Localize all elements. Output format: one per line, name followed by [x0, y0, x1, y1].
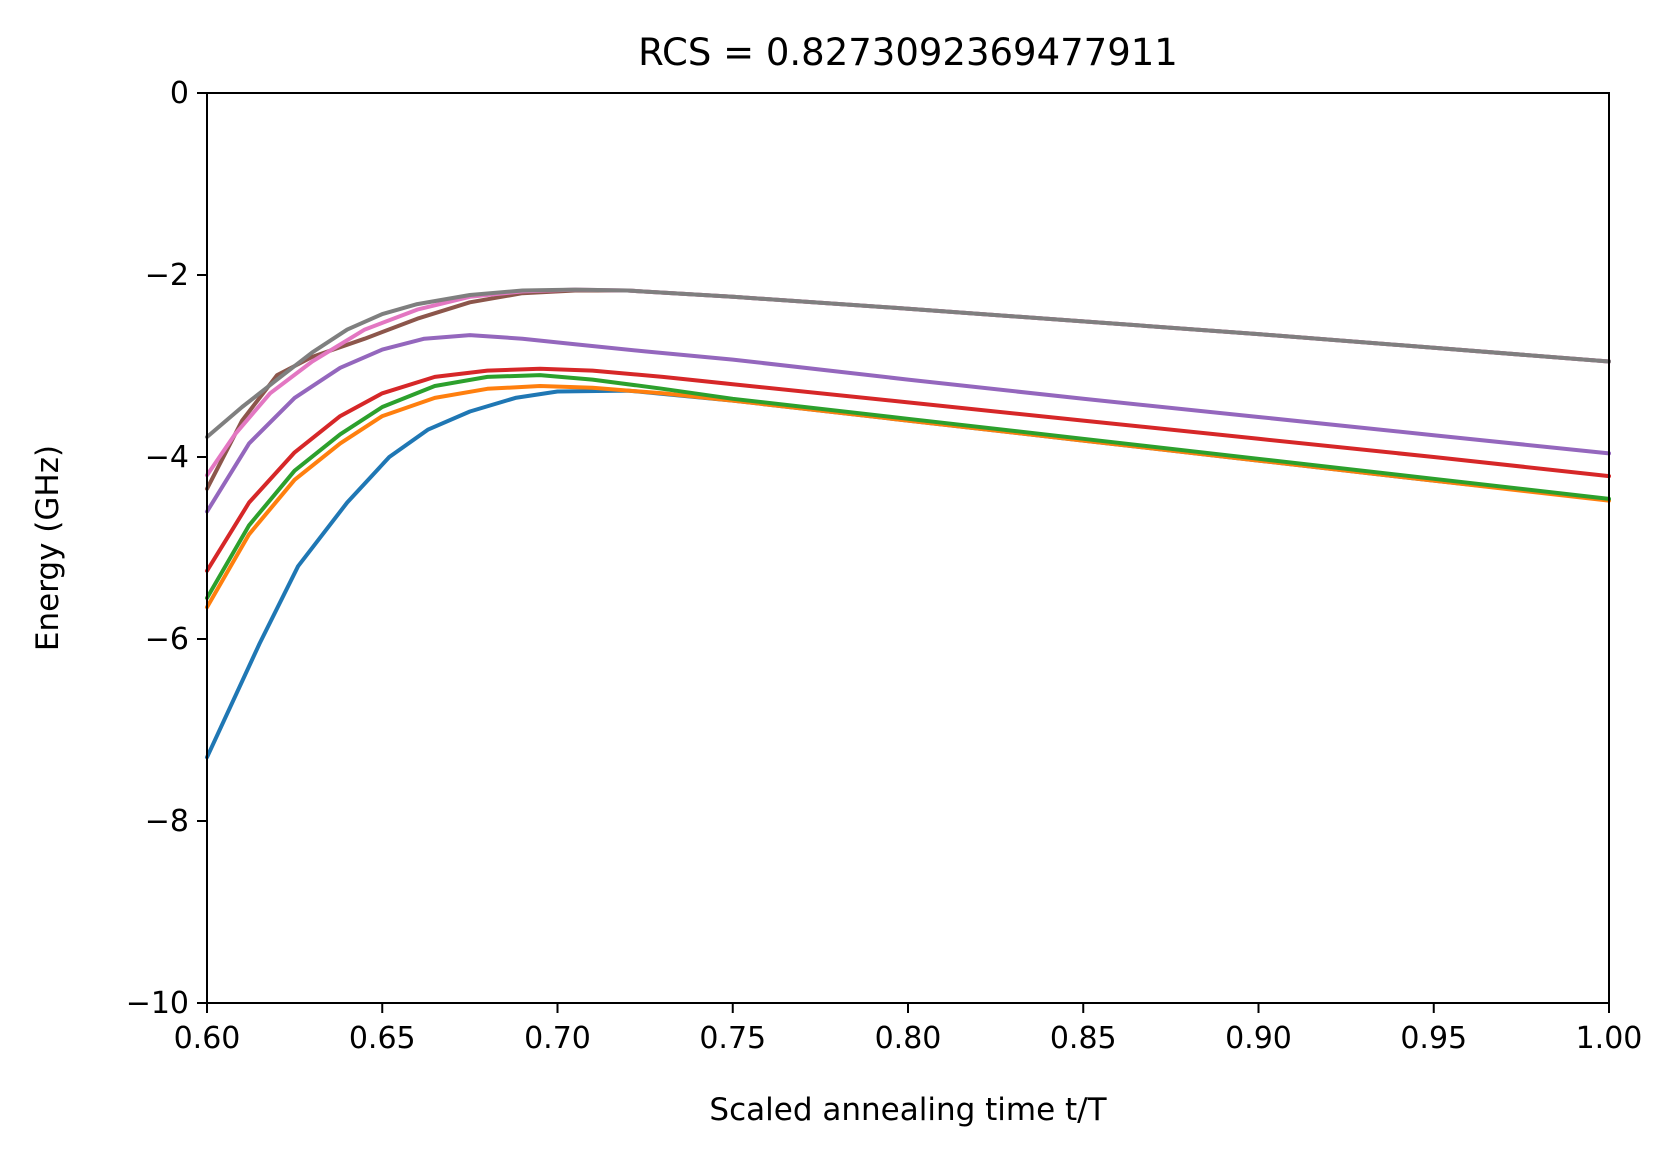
x-tick-label: 0.70: [524, 1021, 591, 1056]
y-tick-label: −10: [126, 986, 189, 1021]
plot-frame: [206, 92, 1610, 1004]
x-tick-label: 0.90: [1225, 1021, 1292, 1056]
series-line-6: [205, 288, 1611, 491]
x-tick-label: 1.00: [1576, 1021, 1643, 1056]
chart-title: RCS = 0.8273092369477911: [638, 31, 1178, 74]
y-tick-label: −8: [145, 804, 189, 839]
y-tick-label: −6: [145, 622, 189, 657]
y-tick-label: −4: [145, 440, 189, 475]
x-tick-label: 0.95: [1400, 1021, 1467, 1056]
series-line-5: [205, 333, 1611, 514]
x-tick-label: 0.60: [174, 1021, 241, 1056]
x-axis-label: Scaled annealing time t/T: [709, 1092, 1107, 1128]
series-group: [205, 287, 1611, 760]
series-line-1: [205, 388, 1611, 760]
series-line-3: [205, 373, 1611, 600]
x-tick-label: 0.65: [349, 1021, 416, 1056]
y-axis-label: Energy (GHz): [30, 445, 66, 651]
y-axis: 0 −2 −4 −6 −8 −10: [126, 76, 207, 1021]
x-tick-label: 0.85: [1050, 1021, 1117, 1056]
x-axis: 0.60 0.65 0.70 0.75 0.80 0.85 0.90 0.95 1.00: [174, 1003, 1643, 1056]
series-line-8: [205, 287, 1611, 439]
series-line-4: [205, 366, 1611, 573]
y-tick-label: −2: [145, 258, 189, 293]
x-tick-label: 0.75: [699, 1021, 766, 1056]
y-tick-label: 0: [170, 76, 189, 111]
x-tick-label: 0.80: [875, 1021, 942, 1056]
